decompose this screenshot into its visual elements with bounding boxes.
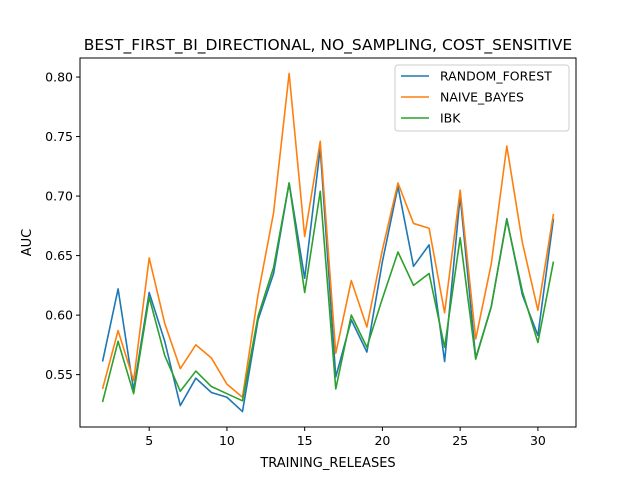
legend-label: NAIVE_BAYES: [440, 90, 524, 105]
series-line-ibk: [101, 182, 555, 403]
x-tick-label: 15: [297, 433, 313, 448]
y-tick-label: 0.75: [45, 129, 73, 144]
x-tick-label: 25: [452, 433, 468, 448]
legend-label: RANDOM_FOREST: [440, 69, 552, 84]
legend: RANDOM_FOREST NAIVE_BAYES IBK: [394, 64, 570, 132]
y-axis-title: AUC: [20, 229, 35, 257]
x-tick-label: 30: [530, 433, 546, 448]
y-tick-label: 0.60: [45, 308, 73, 323]
x-tick-label: 5: [145, 433, 153, 448]
legend-label: IBK: [440, 111, 461, 126]
y-tick-label: 0.55: [45, 367, 73, 382]
plot-frame: [79, 57, 577, 428]
x-axis: 5 10 15 20 25 30: [145, 427, 546, 448]
series-lines: [101, 72, 555, 413]
legend-box: [394, 64, 570, 132]
x-axis-title: TRAINING_RELEASES: [259, 456, 395, 471]
y-tick-label: 0.80: [45, 70, 73, 85]
y-axis: 0.55 0.60 0.65 0.70 0.75 0.80: [45, 70, 80, 382]
y-tick-label: 0.65: [45, 248, 73, 263]
x-tick-label: 10: [219, 433, 235, 448]
series-line-naive-bayes: [101, 72, 555, 399]
x-tick-label: 20: [374, 433, 390, 448]
chart-title: BEST_FIRST_BI_DIRECTIONAL, NO_SAMPLING, …: [84, 36, 572, 55]
y-tick-label: 0.70: [45, 189, 73, 204]
